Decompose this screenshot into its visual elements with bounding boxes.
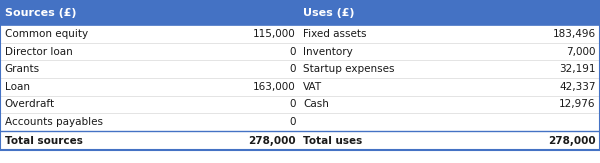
- Text: 12,976: 12,976: [559, 99, 596, 110]
- Text: Startup expenses: Startup expenses: [303, 64, 395, 74]
- Text: Loan: Loan: [5, 82, 30, 92]
- Text: Total uses: Total uses: [303, 135, 362, 146]
- Text: Fixed assets: Fixed assets: [303, 29, 367, 39]
- Text: 0: 0: [289, 64, 296, 74]
- Text: 183,496: 183,496: [553, 29, 596, 39]
- Text: Common equity: Common equity: [5, 29, 88, 39]
- Text: Grants: Grants: [5, 64, 40, 74]
- Text: Total sources: Total sources: [5, 135, 83, 146]
- Text: 0: 0: [289, 99, 296, 110]
- Text: VAT: VAT: [303, 82, 322, 92]
- Text: Accounts payables: Accounts payables: [5, 117, 103, 127]
- Text: 42,337: 42,337: [559, 82, 596, 92]
- Text: 278,000: 278,000: [248, 135, 296, 146]
- Text: Director loan: Director loan: [5, 47, 73, 57]
- Text: 32,191: 32,191: [559, 64, 596, 74]
- Text: 7,000: 7,000: [566, 47, 596, 57]
- Bar: [0, 0, 600, 25]
- Text: 278,000: 278,000: [548, 135, 596, 146]
- Text: Overdraft: Overdraft: [5, 99, 55, 110]
- Text: Inventory: Inventory: [303, 47, 353, 57]
- Text: 0: 0: [289, 47, 296, 57]
- Text: Uses (£): Uses (£): [303, 8, 355, 18]
- Text: Cash: Cash: [303, 99, 329, 110]
- Text: 0: 0: [289, 117, 296, 127]
- Text: 163,000: 163,000: [253, 82, 296, 92]
- Text: Sources (£): Sources (£): [5, 8, 76, 18]
- Text: 115,000: 115,000: [253, 29, 296, 39]
